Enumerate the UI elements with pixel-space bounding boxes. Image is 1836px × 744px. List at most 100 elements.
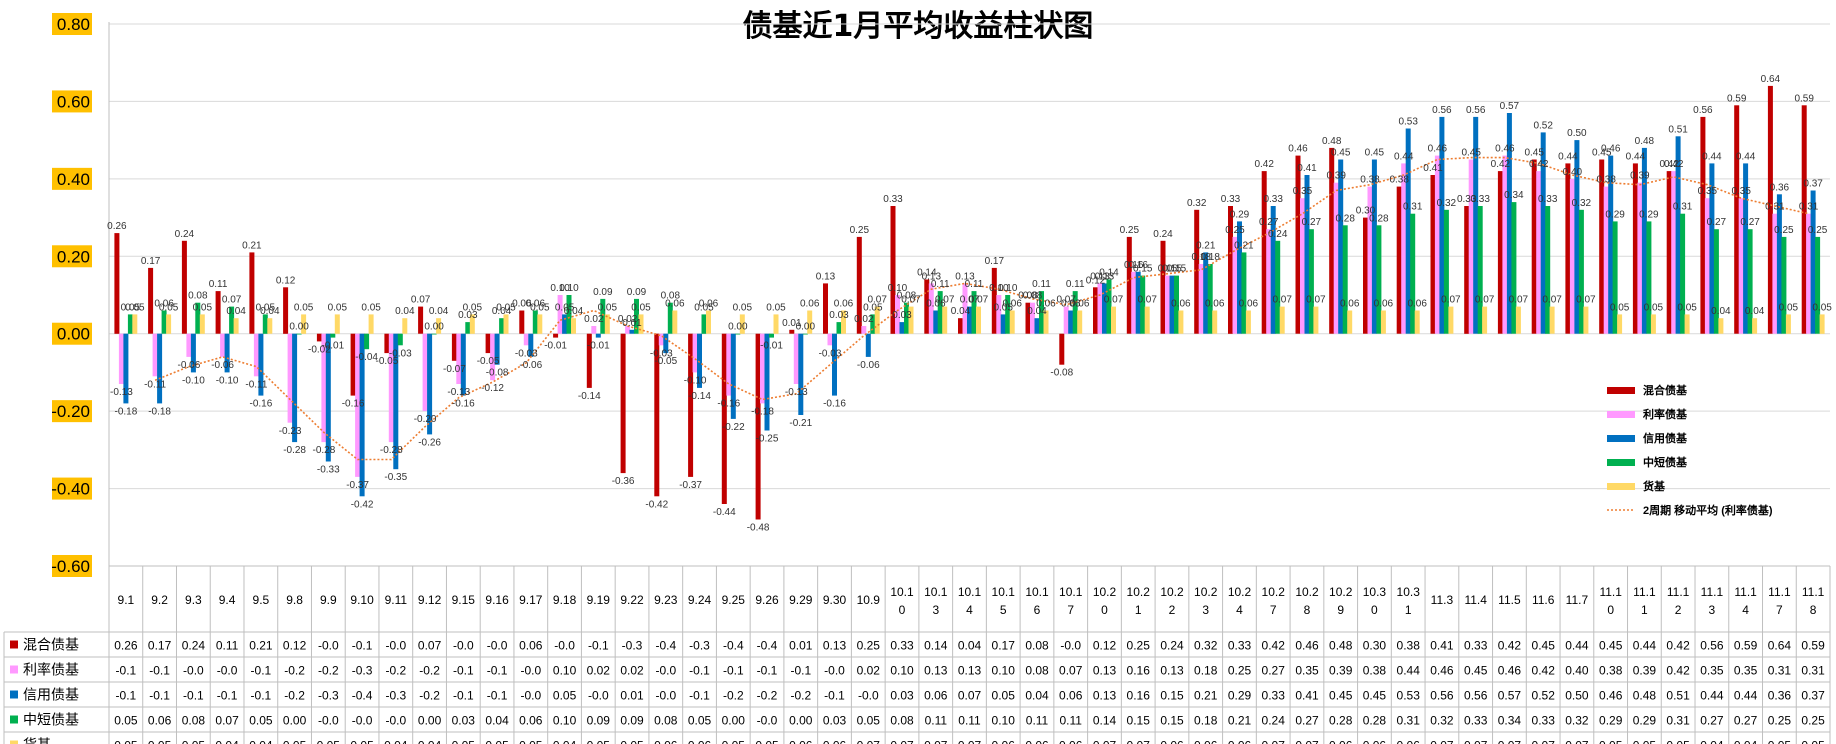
bar bbox=[1106, 279, 1112, 334]
table-cell: 0.13 bbox=[1093, 664, 1117, 678]
data-label: 0.56 bbox=[1432, 105, 1452, 116]
bar bbox=[1743, 163, 1749, 334]
bar bbox=[937, 291, 943, 334]
bar bbox=[1767, 85, 1773, 334]
table-cell: 0.04 bbox=[215, 739, 239, 744]
bar bbox=[1313, 306, 1319, 334]
data-label: 0.04 bbox=[260, 306, 280, 317]
table-cell: -0.0 bbox=[520, 689, 541, 703]
bar bbox=[1000, 314, 1006, 334]
data-label: 0.05 bbox=[598, 302, 618, 313]
y-tick-label: 0.80 bbox=[57, 15, 90, 34]
bar bbox=[359, 333, 365, 497]
data-label: 0.06 bbox=[1205, 299, 1225, 310]
data-label: 0.45 bbox=[1365, 148, 1385, 159]
bar bbox=[1178, 310, 1184, 334]
data-label: 0.25 bbox=[1774, 225, 1794, 236]
table-cell: 0.04 bbox=[485, 714, 509, 728]
category-label: 7 bbox=[1270, 603, 1277, 617]
y-tick-label: 0.00 bbox=[57, 325, 90, 344]
bar bbox=[1338, 159, 1344, 334]
bar bbox=[1140, 275, 1146, 334]
bar bbox=[1077, 310, 1083, 334]
bar bbox=[1308, 229, 1314, 334]
data-label: 0.33 bbox=[1538, 194, 1558, 205]
table-cell: -0.3 bbox=[689, 639, 710, 653]
table-cell: 0.14 bbox=[1093, 714, 1117, 728]
data-label: -0.01 bbox=[321, 341, 344, 352]
bar bbox=[1097, 283, 1103, 334]
table-cell: 0.05 bbox=[553, 689, 577, 703]
bar bbox=[451, 333, 457, 361]
y-tick-bg bbox=[52, 245, 92, 268]
table-cell: 0.35 bbox=[1700, 664, 1724, 678]
y-axis: -0.60 -0.40 -0.20 0.00 0.20 0.40 0.60 0.80 bbox=[51, 13, 92, 577]
bar bbox=[1718, 318, 1724, 334]
table-cell: -0.1 bbox=[116, 689, 137, 703]
data-label: 0.64 bbox=[1761, 74, 1781, 85]
bar bbox=[841, 310, 846, 334]
bar bbox=[1245, 310, 1251, 334]
table-cell: 0.25 bbox=[857, 639, 881, 653]
bar bbox=[697, 333, 702, 388]
data-label: 0.03 bbox=[829, 310, 849, 321]
table-cell: 0.40 bbox=[1565, 664, 1589, 678]
table-cell: 0.31 bbox=[1801, 664, 1825, 678]
data-label: 0.44 bbox=[1558, 151, 1578, 162]
category-label: 9.19 bbox=[587, 593, 611, 607]
data-label: 0.38 bbox=[1596, 175, 1616, 186]
table-cell: 0.13 bbox=[924, 664, 948, 678]
bar bbox=[1039, 291, 1044, 334]
table-cell: 0.46 bbox=[1498, 664, 1522, 678]
y-tick-bg bbox=[52, 477, 92, 500]
bar bbox=[1241, 252, 1247, 334]
bar bbox=[1738, 198, 1744, 334]
table-cell: 0.05 bbox=[249, 714, 273, 728]
data-label: 0.12 bbox=[276, 275, 296, 286]
data-label: 0.31 bbox=[1799, 202, 1819, 213]
data-label: 0.33 bbox=[1470, 194, 1490, 205]
category-label: 9.11 bbox=[385, 593, 408, 607]
bar bbox=[1212, 310, 1218, 334]
data-label: -0.42 bbox=[351, 499, 374, 510]
data-label: 0.08 bbox=[1018, 291, 1038, 302]
bar bbox=[798, 333, 804, 415]
data-label: -0.08 bbox=[486, 368, 509, 379]
y-tick-bg bbox=[52, 13, 92, 35]
table-cell: 0.06 bbox=[1025, 739, 1049, 744]
bar bbox=[1194, 209, 1200, 334]
moving-average-line bbox=[154, 156, 1809, 461]
data-label: 0.06 bbox=[154, 299, 174, 310]
data-label: 0.42 bbox=[1659, 159, 1679, 170]
data-label: 0.35 bbox=[1698, 186, 1718, 197]
table-cell: 0.09 bbox=[620, 714, 644, 728]
table-cell: 0.24 bbox=[1160, 639, 1184, 653]
bar bbox=[1279, 306, 1285, 334]
table-cell: 0.45 bbox=[1464, 664, 1488, 678]
table-cell: 0.12 bbox=[1093, 639, 1117, 653]
bar bbox=[604, 314, 610, 334]
bar bbox=[739, 314, 745, 334]
category-label: 9.10 bbox=[350, 593, 374, 607]
category-label: 9.26 bbox=[755, 593, 779, 607]
table-cell: 0.01 bbox=[789, 639, 813, 653]
bar bbox=[1637, 182, 1643, 334]
table-cell: -0.1 bbox=[790, 664, 811, 678]
category-label: 0 bbox=[1371, 603, 1378, 617]
table-cell: 0.13 bbox=[958, 664, 982, 678]
data-label: 0.37 bbox=[1803, 179, 1823, 190]
bar bbox=[1700, 116, 1706, 334]
data-label: 0.15 bbox=[1162, 264, 1182, 275]
table-cell: 0.39 bbox=[1329, 664, 1353, 678]
table-cell: -0.0 bbox=[588, 689, 609, 703]
bar bbox=[904, 302, 909, 334]
bar bbox=[1531, 159, 1537, 334]
data-label: 0.07 bbox=[1306, 295, 1326, 306]
table-cell: 0.29 bbox=[1228, 689, 1252, 703]
bar bbox=[1666, 171, 1672, 334]
table-cell: 0.04 bbox=[1025, 689, 1049, 703]
bar bbox=[190, 333, 196, 373]
bar bbox=[287, 333, 293, 423]
category-label: 11.5 bbox=[1498, 593, 1521, 607]
